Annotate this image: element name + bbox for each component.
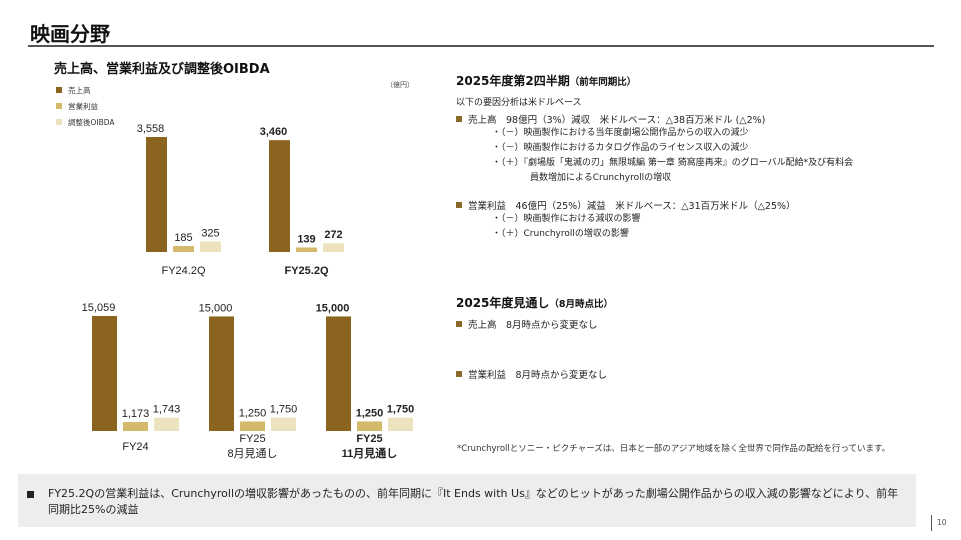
data-label: 1,750 <box>270 404 298 416</box>
bullet-icon <box>456 371 462 377</box>
legend-swatch <box>56 119 62 125</box>
bar <box>240 421 265 431</box>
operating-income-bullet: 営業利益 46億円（25%）減益 米ドルベース：△31百万米ドル（△25%） <box>456 198 853 212</box>
bar <box>209 316 234 431</box>
bar <box>323 243 344 252</box>
page-title: 映画分野 <box>30 22 110 46</box>
data-label: 3,460 <box>260 126 288 138</box>
bar <box>146 137 167 252</box>
operating-income-factor: ・（－）映画製作における減収の影響 <box>492 214 641 224</box>
analysis-intro: 以下の要因分析は米ドルベース <box>456 98 582 108</box>
data-label: 185 <box>174 232 192 244</box>
forecast-sales: 売上高 8月時点から変更なし <box>468 320 598 331</box>
page-number-divider <box>931 515 932 531</box>
category-label: 8月見通し <box>227 447 277 460</box>
legend-label: 営業利益 <box>68 101 98 111</box>
forecast-sales-bullet: 売上高 8月時点から変更なし <box>456 317 613 331</box>
title-divider <box>28 45 934 47</box>
category-label: FY24.2Q <box>161 265 205 277</box>
bar <box>388 417 413 431</box>
sales-factor: ・（－）映画製作における当年度劇場公開作品からの収入の減少 <box>492 128 749 138</box>
bar-charts: 3,558 185 325 FY24.2Q 3,460 139 272 FY25.2Q 15,0… <box>82 123 415 460</box>
legend-label: 売上高 <box>68 85 91 95</box>
bullet-icon <box>456 202 462 208</box>
category-label: FY25 <box>356 433 382 445</box>
footnote: *Crunchyrollとソニー・ピクチャーズは、日本と一部のアジア地域を除く全… <box>457 444 891 454</box>
legend-item-sales: 売上高 <box>56 82 115 98</box>
bar <box>269 140 290 252</box>
bar <box>326 316 351 431</box>
data-label: 1,173 <box>122 408 150 420</box>
data-label: 15,000 <box>199 302 233 314</box>
sales-factor-continuation: 員数増加によるCrunchyrollの増収 <box>530 173 672 183</box>
category-label: 11月見通し <box>342 447 398 460</box>
category-label: FY25.2Q <box>284 265 328 277</box>
unit-label: （億円） <box>386 81 414 89</box>
category-label: FY24 <box>122 441 148 453</box>
legend-label: 調整後OIBDA <box>68 117 115 127</box>
quarter-analysis: 2025年度第2四半期（前年同期比） 以下の要因分析は米ドルベース 売上高 98… <box>456 72 853 242</box>
data-label: 1,250 <box>356 407 384 419</box>
legend-item-operating-income: 営業利益 <box>56 98 115 114</box>
summary-box <box>18 474 916 527</box>
data-label: 1,743 <box>153 404 181 416</box>
bar <box>200 241 221 252</box>
quarter-heading-note: （前年同期比） <box>569 77 637 88</box>
sales-summary: 売上高 98億円（3%）減収 米ドルベース：△38百万米ドル (△2%) <box>468 115 766 126</box>
forecast-operating-income: 営業利益 8月時点から変更なし <box>468 370 608 381</box>
chart-legend: 売上高 営業利益 調整後OIBDA <box>56 82 115 130</box>
bar <box>123 422 148 431</box>
legend-item-oibda: 調整後OIBDA <box>56 114 115 130</box>
data-label: 325 <box>201 227 219 239</box>
data-label: 1,750 <box>387 404 415 416</box>
data-label: 15,000 <box>316 302 350 314</box>
chart-section-title: 売上高、営業利益及び調整後OIBDA <box>54 62 270 77</box>
bar <box>92 316 117 431</box>
bar <box>271 417 296 431</box>
bar <box>357 421 382 431</box>
quarter-heading-text: 2025年度第2四半期 <box>456 74 570 88</box>
category-label: FY25 <box>239 433 265 445</box>
data-label: 15,059 <box>82 302 116 314</box>
forecast-heading: 2025年度見通し（8月時点比） <box>456 294 613 311</box>
forecast-operating-income-bullet: 営業利益 8月時点から変更なし <box>456 367 613 381</box>
legend-swatch <box>56 103 62 109</box>
operating-income-factor: ・（＋）Crunchyrollの増収の影響 <box>492 229 629 239</box>
data-label: 3,558 <box>137 123 165 135</box>
sales-factor: ・（＋）『劇場版「鬼滅の刃」無限城編 第一章 猗窩座再来』のグローバル配給*及び… <box>492 158 854 168</box>
summary-bullet-icon <box>27 491 34 498</box>
forecast-heading-note: （8月時点比） <box>549 299 614 310</box>
summary-text: FY25.2Qの営業利益は、Crunchyrollの増収影響があったものの、前年… <box>48 487 899 516</box>
page-number: 10 <box>937 518 947 527</box>
legend-swatch <box>56 87 62 93</box>
sales-bullet: 売上高 98億円（3%）減収 米ドルベース：△38百万米ドル (△2%) <box>456 112 853 126</box>
operating-income-summary: 営業利益 46億円（25%）減益 米ドルベース：△31百万米ドル（△25%） <box>468 201 796 212</box>
quarter-heading: 2025年度第2四半期（前年同期比） <box>456 72 853 89</box>
data-label: 272 <box>324 229 342 241</box>
data-label: 139 <box>297 234 315 246</box>
bar <box>154 417 179 431</box>
bar <box>173 246 194 252</box>
bullet-icon <box>456 116 462 122</box>
forecast: 2025年度見通し（8月時点比） 売上高 8月時点から変更なし 営業利益 8月時… <box>456 294 613 381</box>
data-label: 1,250 <box>239 407 267 419</box>
sales-factor: ・（－）映画製作におけるカタログ作品のライセンス収入の減少 <box>492 143 749 153</box>
bar <box>296 247 317 252</box>
forecast-heading-text: 2025年度見通し <box>456 296 550 310</box>
bullet-icon <box>456 321 462 327</box>
